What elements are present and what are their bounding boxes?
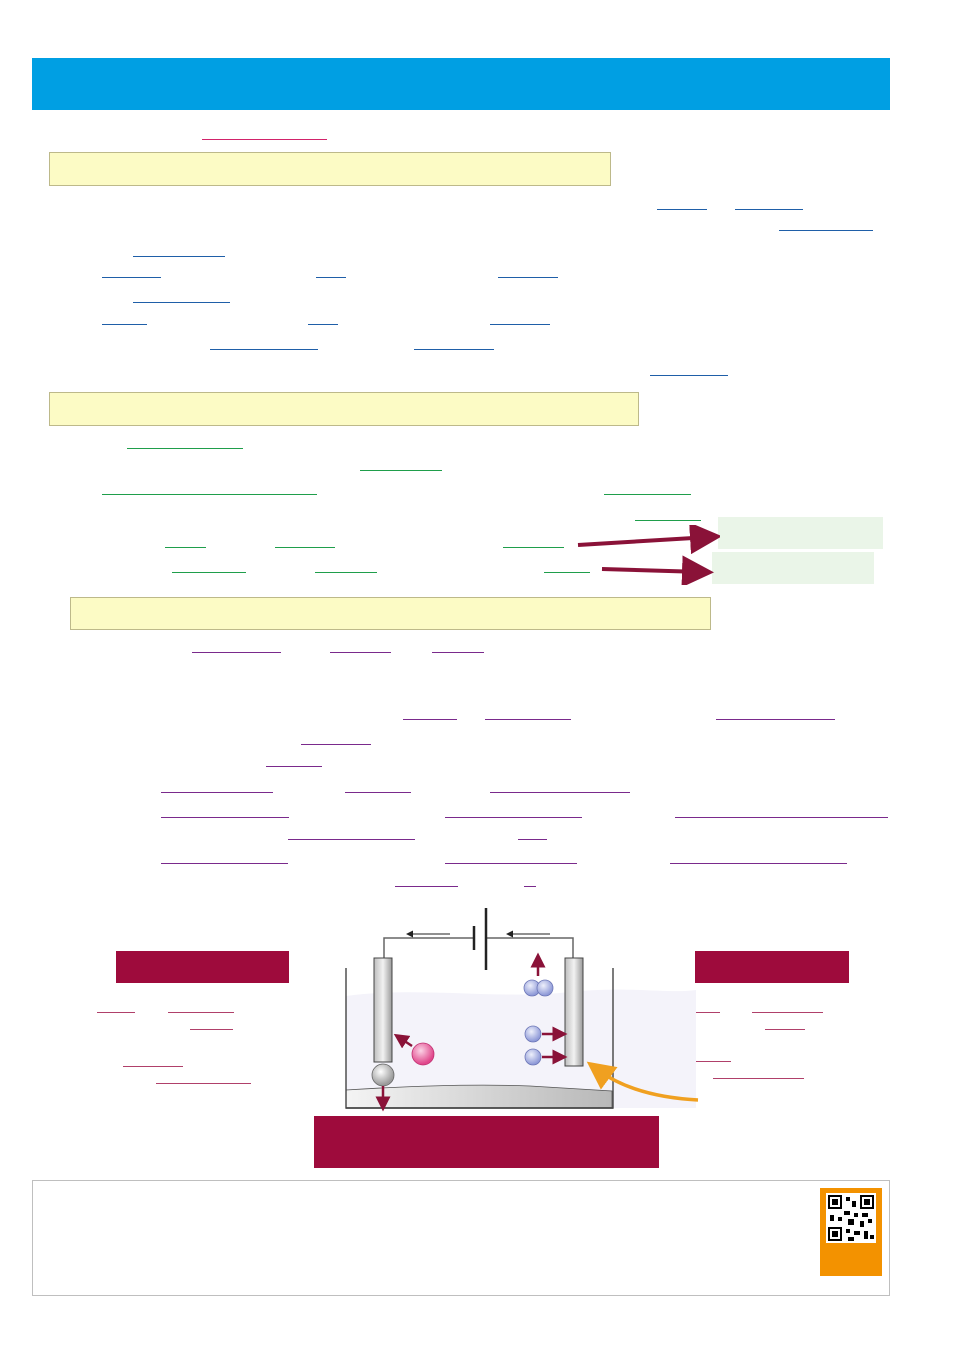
answer-blank[interactable]: [688, 1061, 731, 1062]
pointer-arrows: [577, 525, 720, 585]
answer-blank[interactable]: [713, 1078, 804, 1079]
answer-blank[interactable]: [133, 302, 230, 303]
anode-label: [116, 951, 289, 983]
answer-blank[interactable]: [102, 277, 161, 278]
answer-blank[interactable]: [161, 817, 289, 818]
section-heading-3: [70, 597, 711, 630]
answer-blank[interactable]: [395, 886, 458, 887]
ion-icon: [524, 1025, 542, 1043]
answer-blank[interactable]: [210, 349, 318, 350]
answer-blank[interactable]: [498, 277, 558, 278]
qr-code-icon[interactable]: [826, 1193, 876, 1243]
answer-blank[interactable]: [165, 547, 206, 548]
answer-blank[interactable]: [432, 652, 484, 653]
answer-blank[interactable]: [315, 572, 377, 573]
answer-blank[interactable]: [414, 349, 494, 350]
answer-blank[interactable]: [202, 139, 327, 140]
answer-blank[interactable]: [301, 744, 371, 745]
electrolysis-caption: [314, 1116, 659, 1168]
answer-blank[interactable]: [102, 494, 317, 495]
arrow-icon: [577, 525, 720, 555]
answer-blank[interactable]: [779, 230, 873, 231]
answer-blank[interactable]: [102, 324, 147, 325]
answer-box-1[interactable]: [718, 517, 883, 549]
answer-blank[interactable]: [490, 792, 630, 793]
answer-blank[interactable]: [752, 1012, 823, 1013]
arrow-icon: [601, 555, 714, 585]
answer-blank[interactable]: [675, 817, 888, 818]
answer-blank[interactable]: [670, 863, 847, 864]
answer-blank[interactable]: [604, 494, 691, 495]
answer-box-2[interactable]: [712, 552, 874, 584]
answer-blank[interactable]: [156, 1083, 251, 1084]
answer-blank[interactable]: [503, 547, 564, 548]
answer-blank[interactable]: [735, 209, 803, 210]
bubble-icon: [523, 979, 554, 997]
answer-blank[interactable]: [524, 886, 536, 887]
answer-blank[interactable]: [544, 572, 590, 573]
cathode-label: [695, 951, 849, 983]
answer-blank[interactable]: [716, 719, 835, 720]
answer-blank[interactable]: [765, 1029, 805, 1030]
answer-blank[interactable]: [650, 375, 728, 376]
answer-blank[interactable]: [345, 792, 411, 793]
answer-blank[interactable]: [161, 792, 273, 793]
answer-blank[interactable]: [316, 277, 346, 278]
answer-blank[interactable]: [127, 448, 243, 449]
electrolysis-cell-diagram: [345, 908, 699, 1112]
header-banner: [32, 58, 890, 110]
answer-blank[interactable]: [490, 324, 550, 325]
ion-icon: [411, 1042, 435, 1066]
section-heading-1: [49, 152, 611, 186]
ion-icon: [524, 1048, 542, 1066]
answer-blank[interactable]: [168, 1012, 234, 1013]
answer-blank[interactable]: [288, 839, 415, 840]
answer-blank[interactable]: [485, 719, 571, 720]
ion-icon: [371, 1063, 395, 1087]
answer-blank[interactable]: [445, 863, 577, 864]
answer-blank[interactable]: [360, 470, 442, 471]
answer-blank[interactable]: [275, 547, 335, 548]
section-heading-2: [49, 392, 639, 426]
answer-blank[interactable]: [123, 1066, 183, 1067]
answer-blank[interactable]: [445, 817, 582, 818]
answer-blank[interactable]: [190, 1029, 233, 1030]
answer-blank[interactable]: [635, 520, 701, 521]
answer-blank[interactable]: [97, 1012, 135, 1013]
answer-blank[interactable]: [133, 256, 225, 257]
answer-blank[interactable]: [172, 572, 246, 573]
battery-icon: [472, 908, 488, 970]
electrode-icon: [373, 957, 393, 1063]
answer-blank[interactable]: [403, 719, 457, 720]
qr-code-frame[interactable]: [820, 1188, 882, 1276]
electrode-icon: [564, 957, 584, 1067]
answer-blank[interactable]: [308, 324, 338, 325]
answer-blank[interactable]: [518, 839, 547, 840]
answer-blank[interactable]: [330, 652, 391, 653]
answer-blank[interactable]: [657, 209, 707, 210]
answer-blank[interactable]: [266, 766, 322, 767]
answer-blank[interactable]: [161, 863, 288, 864]
answer-blank[interactable]: [192, 652, 281, 653]
footer-box: [32, 1180, 890, 1296]
